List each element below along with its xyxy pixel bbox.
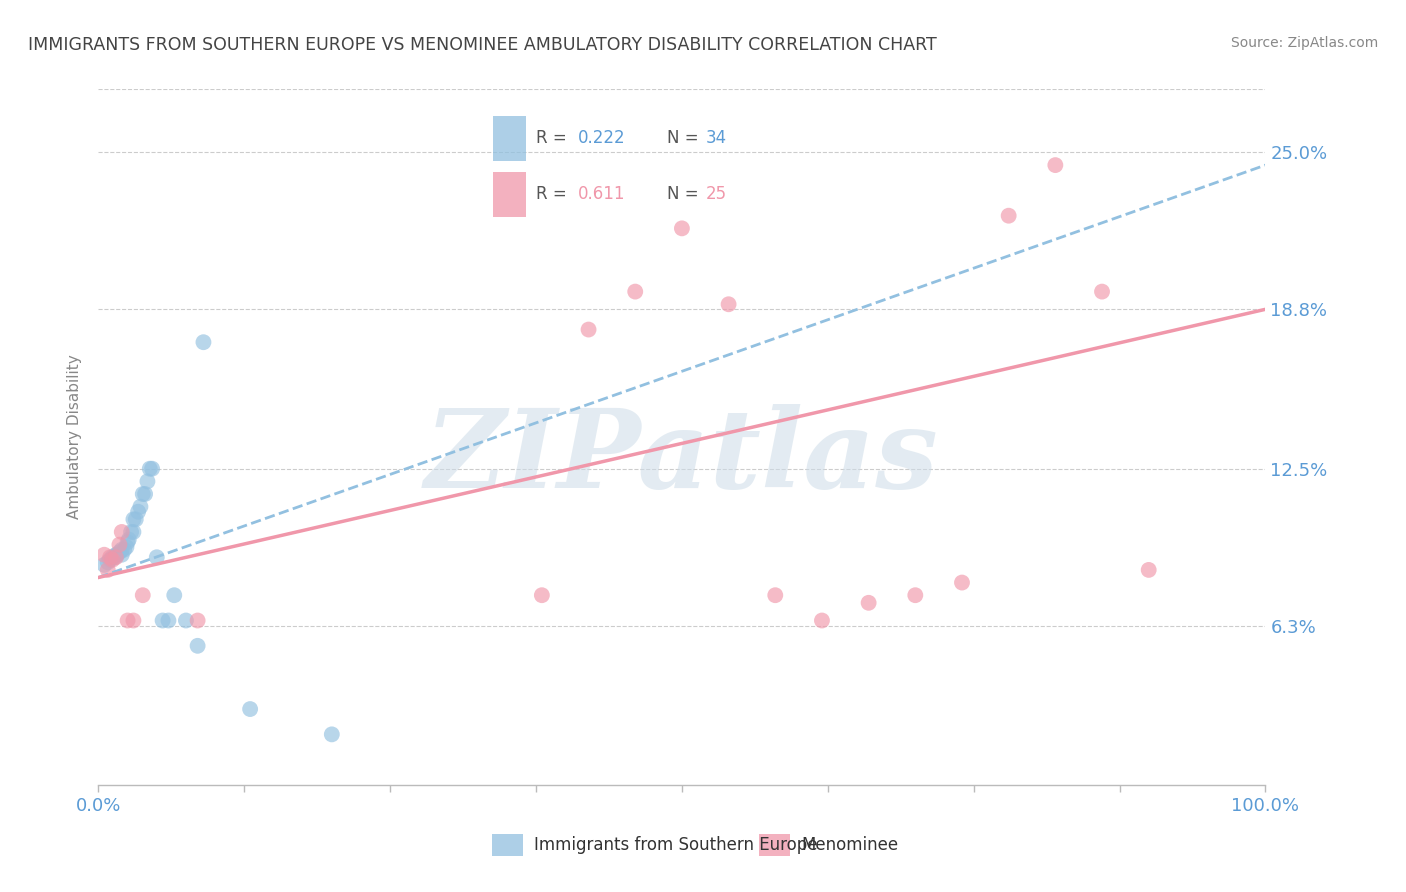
Point <box>120 524 142 539</box>
Point <box>578 322 600 336</box>
Point <box>1045 158 1067 172</box>
Point <box>101 550 124 565</box>
Text: IMMIGRANTS FROM SOUTHERN EUROPE VS MENOMINEE AMBULATORY DISABILITY CORRELATION C: IMMIGRANTS FROM SOUTHERN EUROPE VS MENOM… <box>28 36 936 54</box>
Point <box>122 524 145 539</box>
Point <box>717 297 740 311</box>
Point <box>104 548 127 562</box>
Point <box>157 614 180 628</box>
Point <box>671 221 693 235</box>
Text: Source: ZipAtlas.com: Source: ZipAtlas.com <box>1230 36 1378 50</box>
Point <box>118 533 141 547</box>
Text: Menominee: Menominee <box>801 836 898 854</box>
Point <box>530 588 553 602</box>
Point <box>152 614 174 628</box>
Text: ZIPatlas: ZIPatlas <box>425 404 939 512</box>
Point <box>93 548 115 562</box>
Point <box>134 487 156 501</box>
Point <box>950 575 973 590</box>
Point <box>174 614 197 628</box>
Point <box>122 512 145 526</box>
Point <box>108 545 131 559</box>
Y-axis label: Ambulatory Disability: Ambulatory Disability <box>67 355 83 519</box>
Point <box>811 614 834 628</box>
Point <box>97 563 120 577</box>
Point <box>117 614 139 628</box>
Point <box>108 538 131 552</box>
Point <box>111 524 134 539</box>
Point <box>163 588 186 602</box>
Point <box>132 487 155 501</box>
Point <box>97 555 120 569</box>
Point <box>239 702 262 716</box>
Point <box>115 540 138 554</box>
Point <box>104 550 127 565</box>
Point <box>112 542 135 557</box>
Point <box>98 550 121 565</box>
Point <box>858 596 880 610</box>
Point <box>139 461 162 475</box>
Point <box>129 500 152 514</box>
Point <box>1137 563 1160 577</box>
Point <box>111 542 134 557</box>
Point <box>101 553 124 567</box>
Point <box>132 588 155 602</box>
Point <box>1091 285 1114 299</box>
Point <box>141 461 163 475</box>
Point <box>104 550 127 565</box>
Point <box>321 727 343 741</box>
Point <box>146 550 169 565</box>
Point <box>187 614 209 628</box>
Point <box>763 588 786 602</box>
Point <box>127 505 149 519</box>
Point <box>111 548 134 562</box>
Point <box>187 639 209 653</box>
Point <box>122 614 145 628</box>
Point <box>136 475 159 489</box>
Point <box>904 588 927 602</box>
Point <box>193 335 215 350</box>
Point <box>98 553 121 567</box>
Point <box>624 285 647 299</box>
Point <box>105 548 128 562</box>
Point <box>125 512 148 526</box>
Point <box>117 535 139 549</box>
Point <box>93 558 115 572</box>
Point <box>997 209 1019 223</box>
Text: Immigrants from Southern Europe: Immigrants from Southern Europe <box>534 836 818 854</box>
